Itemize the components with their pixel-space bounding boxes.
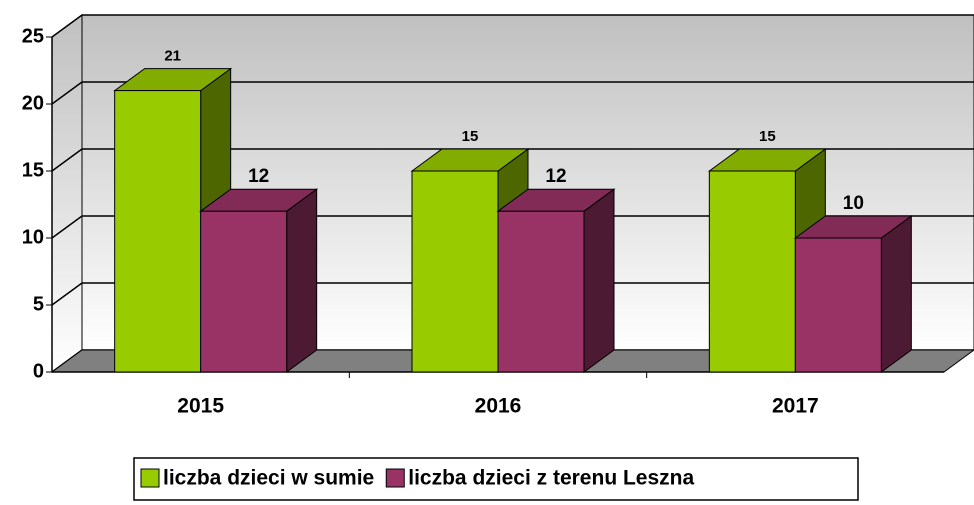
- value-label: 21: [164, 48, 181, 65]
- value-label: 10: [843, 193, 864, 214]
- bar: [114, 90, 202, 373]
- value-label: 12: [248, 166, 269, 187]
- bar-side: [880, 215, 912, 373]
- grid-line: [51, 148, 974, 172]
- x-tick-label: 2017: [772, 395, 819, 418]
- legend-label: liczba dzieci w sumie: [163, 467, 374, 490]
- x-tick-label: 2016: [475, 395, 522, 418]
- bar: [200, 210, 288, 373]
- bar: [497, 210, 585, 373]
- grid-line: [51, 282, 974, 306]
- legend-box: [133, 457, 859, 501]
- legend-swatch: [385, 468, 405, 488]
- grid-line: [51, 14, 974, 38]
- legend-label: liczba dzieci z terenu Leszna: [408, 467, 694, 490]
- bar-side: [583, 188, 615, 373]
- y-tick-label: 15: [22, 159, 44, 181]
- bar-side: [286, 188, 318, 373]
- value-label: 15: [462, 128, 479, 145]
- grid-line: [51, 81, 974, 105]
- legend-swatch: [140, 468, 160, 488]
- side-wall: [51, 14, 83, 373]
- x-tick-label: 2015: [177, 395, 224, 418]
- y-tick-label: 5: [33, 293, 44, 315]
- value-label: 15: [759, 128, 776, 145]
- y-tick-label: 20: [22, 92, 44, 114]
- grid-line: [51, 215, 974, 239]
- y-tick-label: 0: [33, 360, 44, 382]
- bar: [411, 170, 499, 373]
- bar: [708, 170, 796, 373]
- bar: [794, 237, 882, 373]
- y-tick-label: 25: [22, 25, 44, 47]
- value-label: 12: [545, 166, 566, 187]
- y-tick-label: 10: [22, 226, 44, 248]
